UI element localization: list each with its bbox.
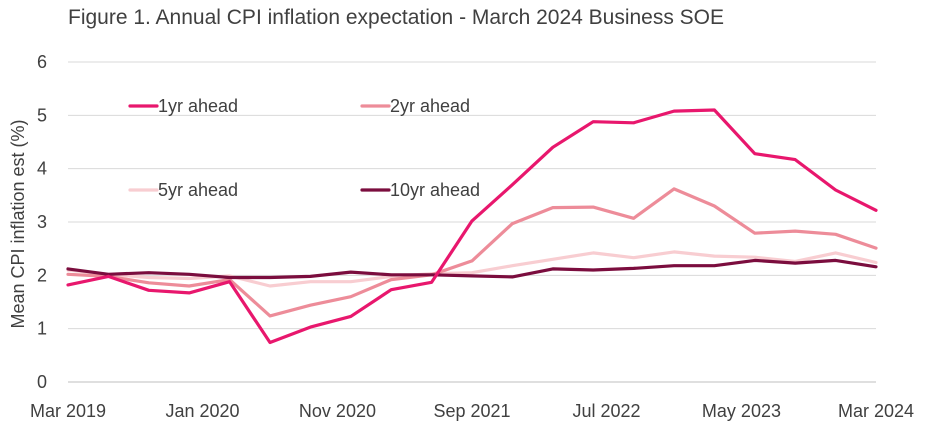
y-axis-title: Mean CPI inflation est (%) (8, 119, 28, 328)
legend-item-10yr-ahead: 10yr ahead (360, 180, 480, 200)
y-tick-label: 6 (37, 52, 47, 72)
chart-title: Figure 1. Annual CPI inflation expectati… (68, 6, 725, 29)
y-tick-label: 3 (37, 212, 47, 232)
legend-label: 2yr ahead (390, 96, 470, 116)
y-tick-label: 0 (37, 372, 47, 392)
y-tick-label: 5 (37, 105, 47, 125)
legend-label: 1yr ahead (158, 96, 238, 116)
y-tick-label: 2 (37, 265, 47, 285)
x-tick-label: Nov 2020 (299, 401, 376, 421)
series-line-5yr-ahead (66, 250, 878, 288)
legend-item-2yr-ahead: 2yr ahead (360, 96, 470, 116)
series-line-1yr-ahead (66, 108, 878, 345)
x-tick-label: Mar 2024 (838, 401, 914, 421)
legend-item-5yr-ahead: 5yr ahead (128, 180, 238, 200)
y-tick-label: 4 (37, 159, 47, 179)
legend-label: 5yr ahead (158, 180, 238, 200)
legend-label: 10yr ahead (390, 180, 480, 200)
series-line-2yr-ahead (66, 187, 878, 318)
legend: 1yr ahead 2yr ahead 5yr ahead 10yr ahead (128, 96, 480, 200)
y-axis-ticks: 0 1 2 3 4 5 6 (37, 52, 47, 392)
x-tick-label: Sep 2021 (433, 401, 510, 421)
y-tick-label: 1 (37, 319, 47, 339)
series-line-10yr-ahead (66, 258, 878, 280)
x-tick-label: May 2023 (702, 401, 781, 421)
series-lines (66, 108, 878, 345)
x-tick-label: Jul 2022 (573, 401, 641, 421)
legend-item-1yr-ahead: 1yr ahead (128, 96, 238, 116)
x-tick-label: Mar 2019 (30, 401, 106, 421)
x-axis-ticks: Mar 2019 Jan 2020 Nov 2020 Sep 2021 Jul 2022… (30, 401, 914, 421)
x-tick-label: Jan 2020 (165, 401, 239, 421)
